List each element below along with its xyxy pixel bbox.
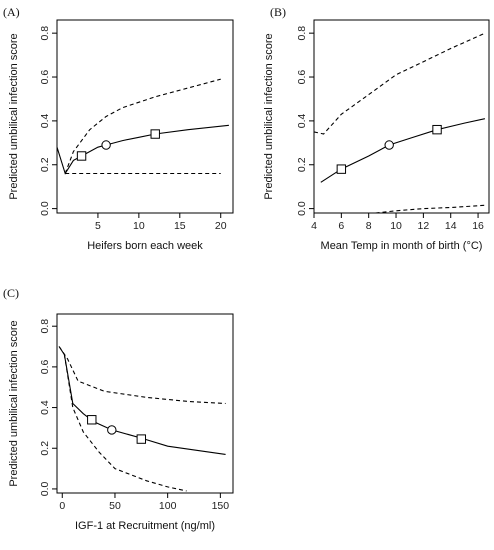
square-marker xyxy=(87,415,97,425)
circle-marker xyxy=(384,140,394,150)
y-tick-label: 0.4 xyxy=(296,113,308,128)
y-tick-label: 0.2 xyxy=(39,157,51,172)
chart-panel-3: (C) 0 50 100 150 0.0 0.2 0.4 0.6 0.8 IGF-1 at Recr… xyxy=(3,286,234,532)
confidence-band-line xyxy=(314,32,486,135)
x-tick-label: 5 xyxy=(95,220,101,232)
square-marker xyxy=(150,129,160,139)
square-marker xyxy=(136,434,147,444)
x-tick-label: 150 xyxy=(212,500,230,512)
chart-panel-2: (B) 4 6 8 10 12 14 16 0.0 0.2 0.4 0.6 0.8 Mean Temp i… xyxy=(263,5,490,252)
x-tick-label: 8 xyxy=(366,220,372,232)
x-tick-label: 50 xyxy=(109,500,121,512)
y-tick-label: 0.2 xyxy=(39,441,51,456)
y-axis-label: Predicted umbilical infection score xyxy=(8,320,20,486)
x-tick-label: 14 xyxy=(445,220,457,232)
panel-label: (C) xyxy=(3,286,19,300)
y-tick-label: 0.6 xyxy=(39,359,51,374)
y-tick-label: 0.0 xyxy=(296,201,308,216)
y-axis-label: Predicted umbilical infection score xyxy=(263,33,275,199)
prediction-line xyxy=(57,124,229,175)
x-tick-label: 6 xyxy=(338,220,344,232)
plot-frame xyxy=(56,313,234,494)
y-tick-label: 0.0 xyxy=(39,481,51,496)
panel-label: (A) xyxy=(3,5,20,19)
y-axis-label: Predicted umbilical infection score xyxy=(8,33,20,199)
series-group xyxy=(314,32,486,213)
x-tick-label: 0 xyxy=(59,500,65,512)
circle-marker xyxy=(107,425,117,435)
x-tick-label: 15 xyxy=(174,220,186,232)
x-tick-label: 4 xyxy=(311,220,317,232)
x-axis-label: Heifers born each week xyxy=(87,240,203,252)
confidence-band-line xyxy=(375,204,485,213)
y-tick-label: 0.8 xyxy=(296,26,308,41)
x-tick-label: 10 xyxy=(390,220,402,232)
x-tick-label: 20 xyxy=(215,220,227,232)
y-tick-label: 0.6 xyxy=(296,70,308,85)
x-axis-label: IGF-1 at Recruitment (ng/ml) xyxy=(75,520,215,532)
y-tick-label: 0.0 xyxy=(39,201,51,216)
confidence-band-line xyxy=(63,354,187,492)
y-tick-label: 0.2 xyxy=(296,157,308,172)
x-tick-label: 100 xyxy=(159,500,177,512)
chart-panel-1: (A) 5 10 15 20 0.0 0.2 0.4 0.6 0.8 Heifers born ea… xyxy=(3,5,234,252)
series-group xyxy=(58,346,226,492)
y-tick-label: 0.6 xyxy=(39,70,51,85)
y-tick-label: 0.8 xyxy=(39,319,51,334)
x-tick-label: 10 xyxy=(133,220,145,232)
x-tick-label: 16 xyxy=(472,220,484,232)
y-tick-label: 0.8 xyxy=(39,26,51,41)
plot-frame xyxy=(56,19,234,214)
y-tick-label: 0.4 xyxy=(39,400,51,415)
confidence-band-line xyxy=(58,346,226,405)
confidence-band-line xyxy=(64,78,221,174)
panel-label: (B) xyxy=(270,5,286,19)
circle-marker xyxy=(101,140,111,150)
square-marker xyxy=(432,124,442,135)
plot-frame xyxy=(313,19,490,214)
y-tick-label: 0.4 xyxy=(39,113,51,128)
square-marker xyxy=(336,164,347,174)
square-marker xyxy=(76,151,87,161)
x-axis-label: Mean Temp in month of birth (°C) xyxy=(321,240,483,252)
x-tick-label: 12 xyxy=(418,220,430,232)
